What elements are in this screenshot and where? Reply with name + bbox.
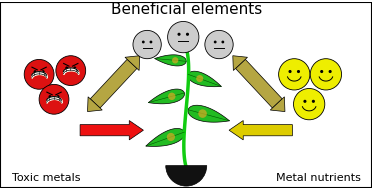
Polygon shape — [188, 105, 229, 122]
Polygon shape — [148, 89, 185, 104]
Circle shape — [142, 41, 145, 43]
Circle shape — [56, 56, 86, 85]
Circle shape — [24, 59, 54, 89]
Polygon shape — [235, 59, 282, 108]
Circle shape — [288, 70, 292, 73]
Text: Metal nutrients: Metal nutrients — [276, 173, 361, 183]
Circle shape — [312, 100, 315, 103]
Circle shape — [310, 59, 342, 90]
Polygon shape — [188, 71, 221, 87]
Circle shape — [39, 84, 69, 114]
Circle shape — [168, 93, 176, 100]
Circle shape — [42, 70, 45, 73]
Polygon shape — [270, 97, 285, 112]
Polygon shape — [90, 59, 137, 108]
Circle shape — [57, 95, 60, 98]
Circle shape — [205, 30, 233, 59]
Circle shape — [186, 33, 189, 36]
FancyArrow shape — [229, 121, 292, 140]
Circle shape — [279, 59, 310, 90]
Circle shape — [214, 41, 217, 43]
Circle shape — [303, 100, 307, 103]
Text: Beneficial elements: Beneficial elements — [111, 2, 262, 17]
Circle shape — [196, 75, 203, 82]
Circle shape — [167, 21, 199, 53]
Circle shape — [222, 41, 224, 43]
Polygon shape — [146, 129, 185, 146]
Polygon shape — [155, 55, 186, 66]
Polygon shape — [125, 56, 140, 70]
Polygon shape — [88, 97, 102, 112]
Circle shape — [73, 67, 76, 69]
FancyArrow shape — [80, 121, 143, 140]
Polygon shape — [233, 56, 248, 70]
Circle shape — [294, 88, 325, 120]
Circle shape — [178, 33, 181, 36]
Circle shape — [133, 30, 161, 59]
Circle shape — [297, 70, 300, 73]
Circle shape — [329, 70, 332, 73]
Circle shape — [65, 67, 68, 69]
Circle shape — [172, 57, 178, 64]
Circle shape — [34, 70, 37, 73]
Circle shape — [320, 70, 323, 73]
Circle shape — [167, 133, 175, 141]
Circle shape — [48, 95, 51, 98]
Wedge shape — [166, 166, 207, 186]
Text: Toxic metals: Toxic metals — [12, 173, 81, 183]
Circle shape — [198, 109, 207, 118]
Circle shape — [150, 41, 152, 43]
